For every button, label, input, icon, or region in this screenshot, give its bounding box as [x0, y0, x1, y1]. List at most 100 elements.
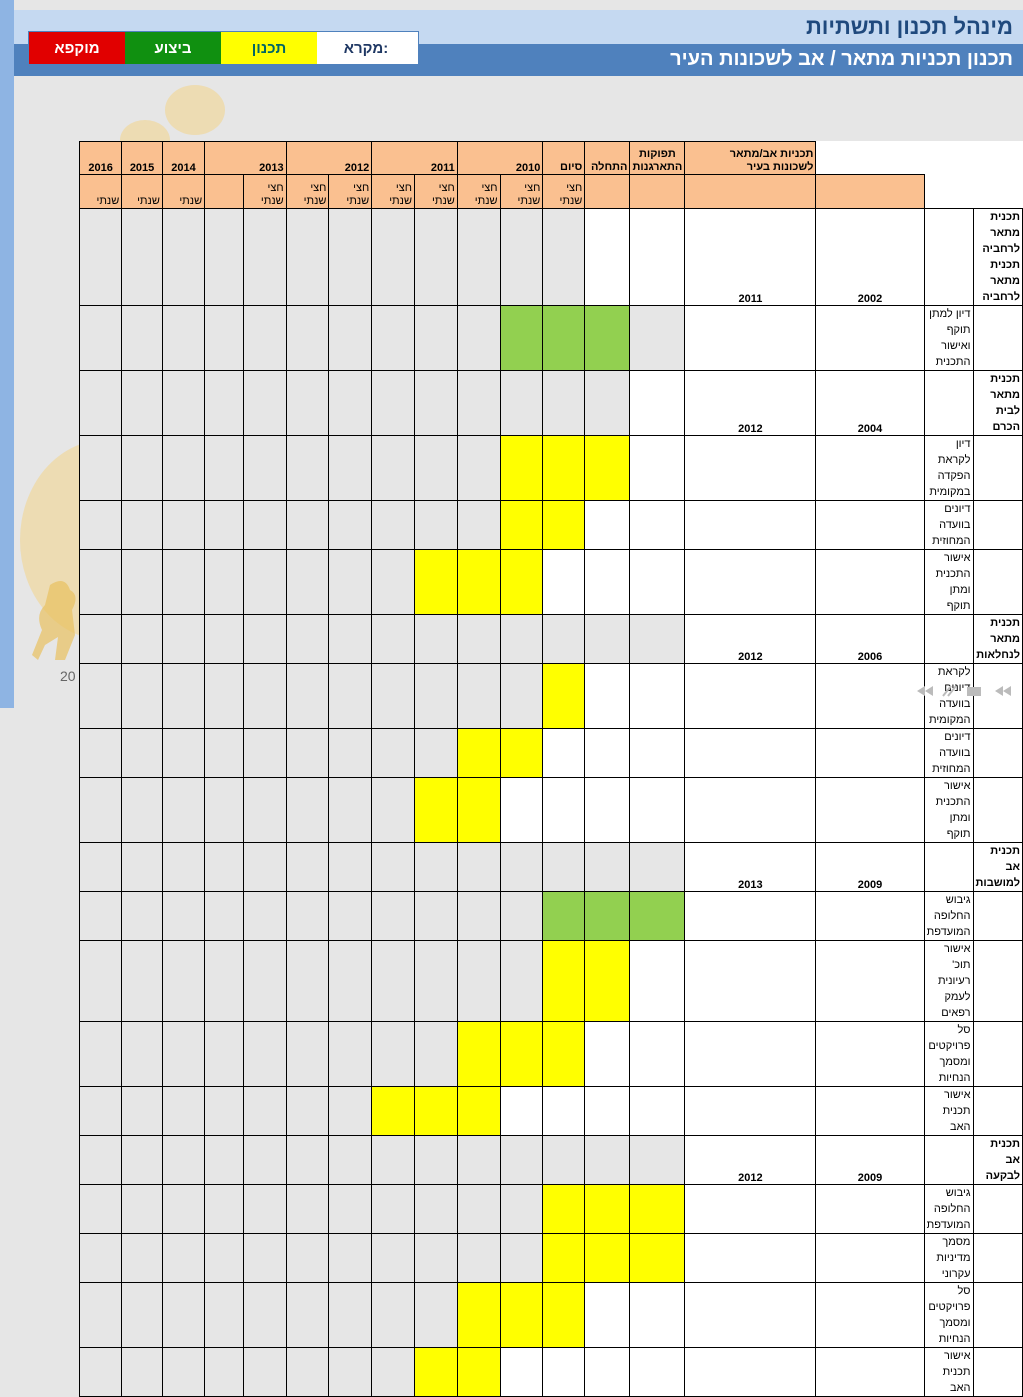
plan-name [972, 500, 1023, 550]
timeline-cell [499, 1347, 544, 1397]
timeline-cell [161, 663, 206, 729]
table-row: אישור התכנית ומתן תוקף [78, 777, 1023, 843]
period-label: חצי שנתי [285, 174, 330, 209]
plan-name [972, 1233, 1023, 1283]
timeline-cell [371, 1184, 415, 1234]
timeline-cell [413, 663, 458, 729]
period-label: חצי שנתי [456, 174, 501, 209]
year-header: 2012 [285, 141, 373, 175]
timeline-cell [285, 842, 330, 892]
legend-execution: ביצוע [125, 32, 221, 64]
timeline-cell [121, 728, 163, 778]
timeline-cell [242, 305, 287, 371]
table-row: מסמך מדיניות עקרוני [78, 1233, 1023, 1283]
timeline-cell [204, 1282, 244, 1348]
task-name [923, 614, 974, 664]
timeline-cell [584, 1135, 631, 1185]
timeline-cell [413, 549, 458, 615]
timeline-cell [629, 891, 686, 941]
end-year [684, 435, 817, 501]
timeline-cell [584, 435, 631, 501]
timeline-cell [204, 1347, 244, 1397]
timeline-cell [242, 435, 287, 501]
timeline-cell [242, 1233, 287, 1283]
timeline-cell [499, 500, 544, 550]
timeline-cell [456, 208, 501, 306]
timeline-cell [371, 208, 415, 306]
start-year: 2004 [815, 370, 925, 436]
slide-nav-icon[interactable] [915, 684, 1015, 698]
end-year [684, 728, 817, 778]
timeline-cell [499, 305, 544, 371]
timeline-cell [285, 614, 330, 664]
timeline-cell [371, 1086, 415, 1136]
timeline-cell [584, 940, 631, 1022]
timeline-cell [121, 208, 163, 306]
timeline-cell [328, 1184, 373, 1234]
timeline-cell [542, 614, 586, 664]
timeline-cell [629, 728, 686, 778]
timeline-cell [161, 728, 206, 778]
plans-header: תכניות אב/מתאר לשכונות בעיר [684, 141, 817, 175]
timeline-cell [584, 728, 631, 778]
timeline-cell [285, 305, 330, 371]
timeline-cell [371, 1135, 415, 1185]
timeline-cell [456, 500, 501, 550]
timeline-cell [328, 842, 373, 892]
timeline-cell [456, 842, 501, 892]
timeline-cell [121, 1184, 163, 1234]
timeline-cell [121, 1282, 163, 1348]
timeline-cell [413, 842, 458, 892]
table-row: סל פרויקטים ומסמך הנחיות [78, 1021, 1023, 1087]
timeline-cell [285, 1021, 330, 1087]
timeline-cell [542, 1184, 586, 1234]
plan-name [972, 435, 1023, 501]
timeline-cell [629, 940, 686, 1022]
legend-frozen: מוקפא [29, 32, 125, 64]
table-row: אישור התכנית ומתן תוקף [78, 549, 1023, 615]
timeline-cell [499, 891, 544, 941]
timeline-cell [413, 1135, 458, 1185]
timeline-cell [204, 549, 244, 615]
timeline-cell [629, 1233, 686, 1283]
end-header: סיום [542, 141, 586, 175]
plan-name [972, 1021, 1023, 1087]
timeline-cell [456, 305, 501, 371]
paw-decoration [165, 85, 225, 135]
timeline-cell [121, 500, 163, 550]
end-year: 2011 [684, 208, 817, 306]
start-year [815, 549, 925, 615]
timeline-cell [285, 435, 330, 501]
timeline-cell [629, 663, 686, 729]
timeline-cell [161, 1135, 206, 1185]
timeline-cell [542, 305, 586, 371]
timeline-cell [371, 777, 415, 843]
timeline-cell [285, 728, 330, 778]
timeline-cell [542, 1347, 586, 1397]
timeline-cell [328, 435, 373, 501]
timeline-cell [204, 891, 244, 941]
plan-name [972, 728, 1023, 778]
table-header-row: 2016 2015 2014 2013 2012 2011 2010 סיום … [78, 141, 1023, 175]
timeline-cell [204, 842, 244, 892]
timeline-cell [584, 1086, 631, 1136]
table-row: גיבוש החלופה המועדפת [78, 891, 1023, 941]
timeline-cell [413, 1086, 458, 1136]
timeline-cell [371, 728, 415, 778]
timeline-cell [121, 549, 163, 615]
end-year: 2012 [684, 370, 817, 436]
timeline-cell [242, 1021, 287, 1087]
timeline-cell [161, 500, 206, 550]
start-year [815, 1184, 925, 1234]
plan-name [972, 1347, 1023, 1397]
timeline-cell [204, 500, 244, 550]
timeline-cell [542, 208, 586, 306]
timeline-cell [499, 614, 544, 664]
timeline-cell [629, 435, 686, 501]
timeline-cell [204, 728, 244, 778]
timeline-cell [542, 1135, 586, 1185]
plan-name: תכנית אב לבקעה [972, 1135, 1023, 1185]
plan-name [972, 777, 1023, 843]
task-name: אישור התכנית ומתן תוקף [923, 777, 974, 843]
year-header: 2011 [371, 141, 458, 175]
